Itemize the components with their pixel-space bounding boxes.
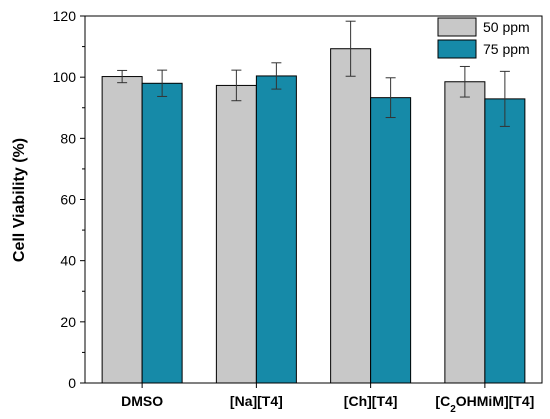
bar-series1	[215, 84, 257, 384]
legend-swatch	[437, 17, 477, 37]
bar-series1	[101, 76, 143, 384]
y-tick-label: 80	[60, 130, 76, 146]
y-tick-label: 40	[60, 253, 76, 269]
x-tick-label: [C2OHMiM][T4]	[435, 393, 534, 415]
x-tick-label: [Ch][T4]	[344, 393, 398, 409]
y-tick-label: 20	[60, 314, 76, 330]
legend-swatch	[437, 39, 477, 59]
bars-group	[101, 48, 526, 384]
bar-series1	[444, 81, 486, 384]
bar-series2	[141, 82, 183, 384]
bar-series2	[255, 75, 297, 384]
legend-label: 50 ppm	[483, 19, 530, 35]
x-tick-label: DMSO	[121, 393, 163, 409]
y-tick-label: 0	[68, 375, 76, 391]
y-axis-title: Cell Viability (%)	[11, 138, 28, 262]
x-tick-label: [Na][T4]	[230, 393, 283, 409]
bar-series2	[370, 97, 412, 384]
bar-series1	[330, 48, 372, 384]
legend-label: 75 ppm	[483, 41, 530, 57]
y-tick-label: 120	[53, 8, 77, 24]
y-tick-label: 100	[53, 69, 77, 85]
error-bars-group	[117, 20, 510, 127]
legend: 50 ppm 75 ppm	[437, 17, 530, 59]
x-axis: DMSO [Na][T4] [Ch][T4] [C2OHMiM][T4]	[121, 383, 534, 415]
y-tick-label: 60	[60, 192, 76, 208]
y-axis: 0 20 40 60 80 100 120	[53, 8, 85, 391]
bar-series2	[484, 98, 526, 384]
